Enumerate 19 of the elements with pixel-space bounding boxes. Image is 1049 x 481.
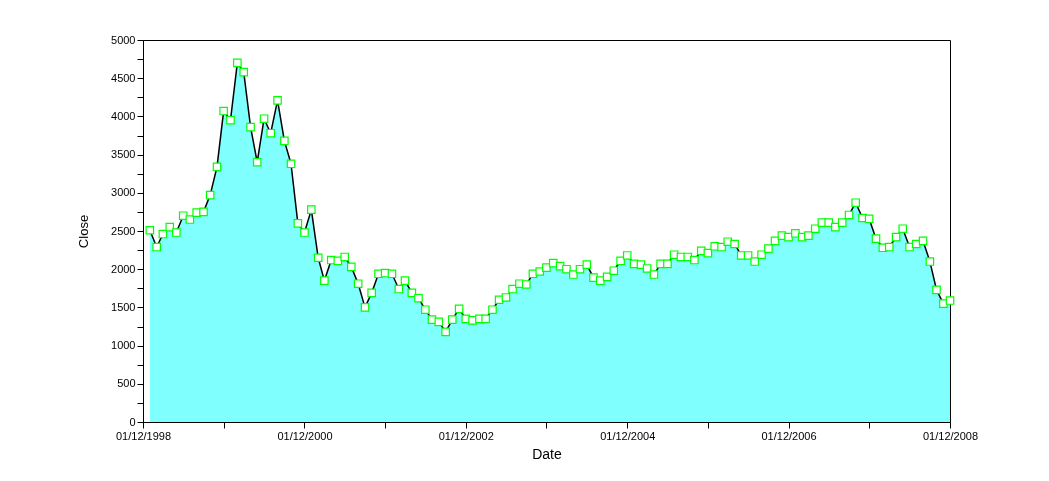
y-tick-label: 500 — [117, 377, 136, 390]
x-tick-label: 01/12/2004 — [600, 429, 656, 442]
x-tick-label: 01/12/2002 — [438, 429, 494, 442]
y-tick-label: 4000 — [111, 109, 136, 122]
y-tick-label: 1500 — [111, 300, 136, 313]
y-axis-title: Close — [76, 214, 92, 249]
y-tick-label: 3000 — [111, 186, 136, 199]
x-tick-label: 01/12/2000 — [277, 429, 333, 442]
x-axis-title: Date — [532, 445, 562, 462]
y-tick-label: 0 — [129, 415, 136, 428]
y-tick-label: 5000 — [111, 33, 136, 46]
x-tick-label: 01/12/2006 — [761, 429, 817, 442]
y-tick-label: 1000 — [111, 339, 136, 352]
y-tick-label: 2000 — [111, 262, 136, 275]
x-tick-label: 01/12/2008 — [922, 429, 979, 442]
y-tick-label: 2500 — [111, 224, 136, 237]
x-tick-label: 01/12/1998 — [115, 429, 172, 442]
y-tick-label: 3500 — [111, 148, 136, 161]
y-tick-label: 4500 — [111, 71, 136, 84]
